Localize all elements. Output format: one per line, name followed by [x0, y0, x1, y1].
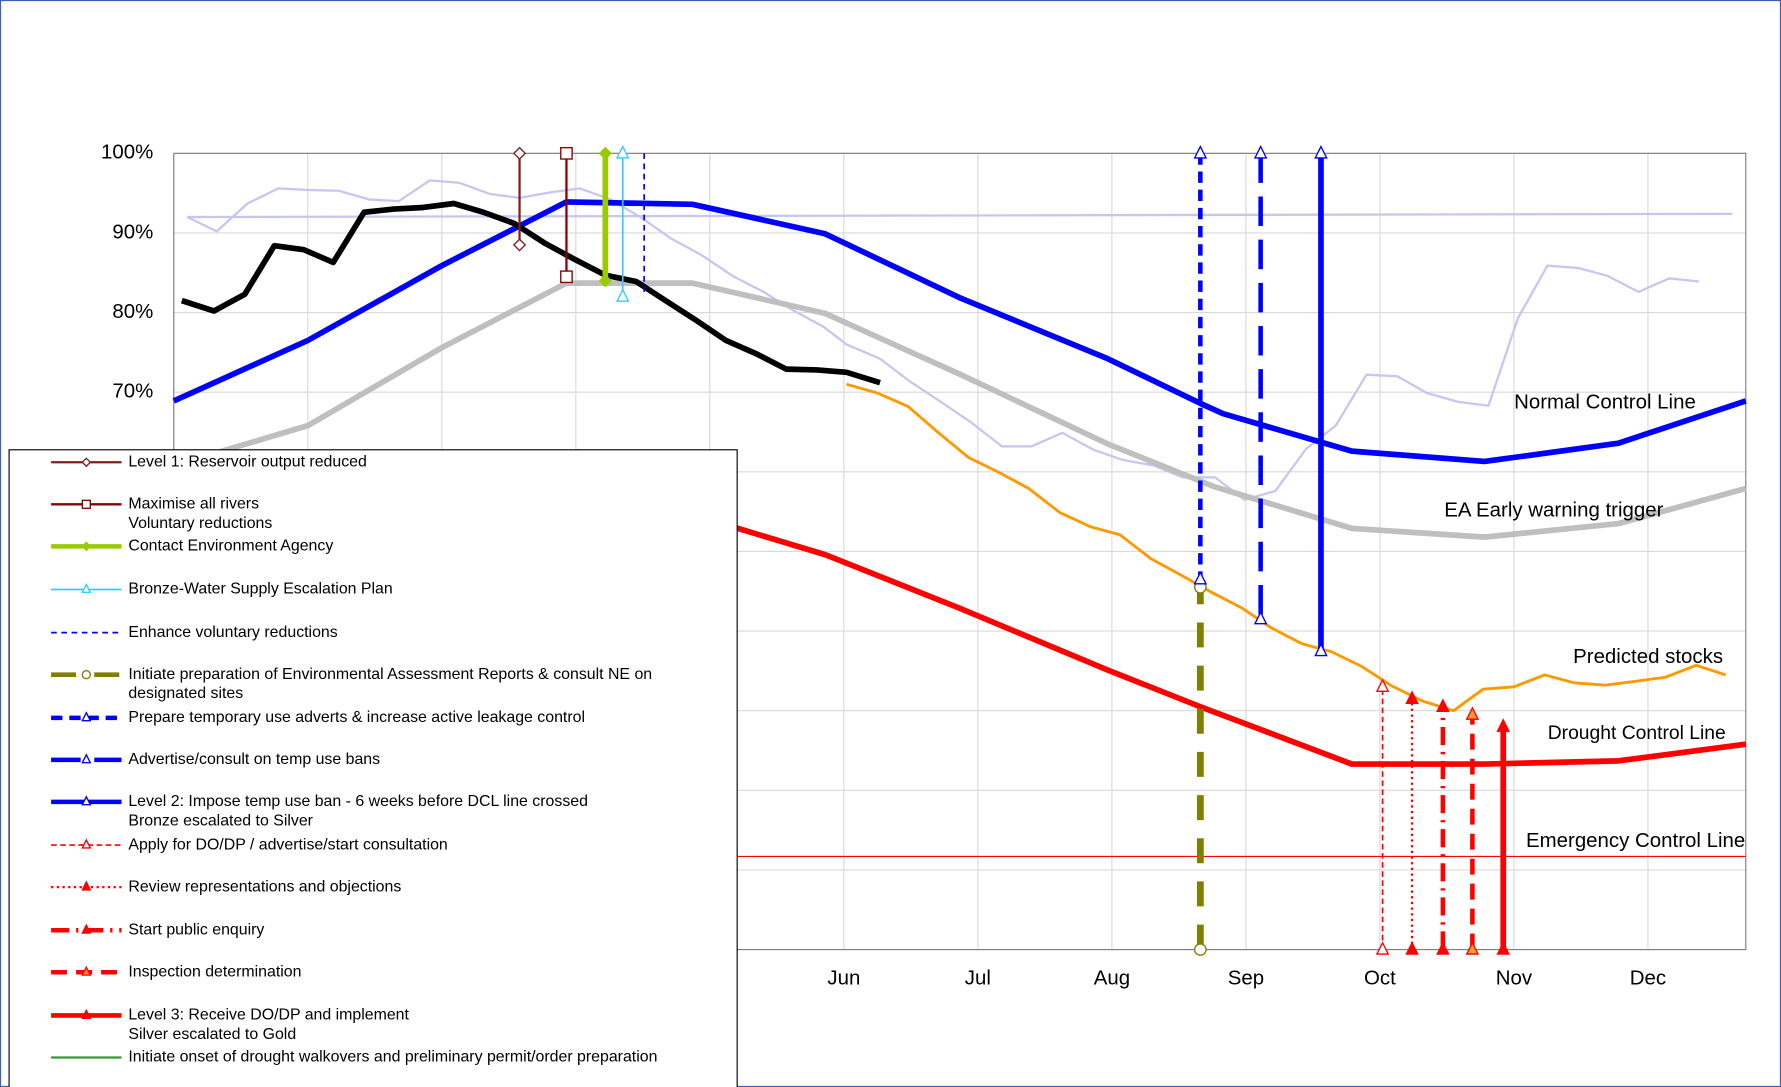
legend-label: Review representations and objections: [128, 878, 401, 895]
legend-label: Bronze escalated to Silver: [128, 812, 313, 829]
marker: [81, 670, 91, 680]
marker: [1405, 690, 1419, 704]
marker: [81, 795, 92, 806]
series-line: [180, 200, 881, 386]
series-line: [186, 179, 1700, 501]
series-line: [172, 199, 1747, 465]
series-line: [846, 382, 1727, 713]
triggers: [512, 144, 1511, 956]
legend-label: designated sites: [128, 685, 243, 702]
marker: [1496, 941, 1511, 955]
legend-label: Maximise all rivers: [128, 496, 259, 513]
x-tick-label: Sep: [1228, 967, 1264, 990]
marker: [1314, 144, 1328, 159]
marker: [1405, 941, 1419, 955]
marker: [81, 582, 92, 594]
legend-label: Voluntary reductions: [128, 515, 272, 532]
marker: [81, 541, 92, 552]
y-tick-label: 100%: [101, 141, 153, 164]
x-tick-label: Dec: [1630, 967, 1666, 990]
marker: [1436, 941, 1450, 955]
series-label: EA Early warning trigger: [1444, 499, 1663, 522]
legend-label: Prepare temporary use adverts & increase…: [128, 709, 585, 726]
marker: [81, 711, 92, 722]
y-tick-label: 90%: [112, 220, 153, 243]
marker: [81, 880, 92, 891]
marker: [81, 965, 92, 976]
marker: [81, 838, 92, 849]
marker: [81, 499, 91, 509]
legend-label: Enhance voluntary reductions: [128, 624, 337, 641]
legend-label: Bronze-Water Supply Escalation Plan: [128, 581, 392, 598]
legend-label: Initiate preparation of Environmental As…: [128, 666, 652, 683]
legend-label: Contact Environment Agency: [128, 538, 333, 555]
marker: [1253, 610, 1268, 625]
x-tick-label: Nov: [1496, 967, 1533, 990]
marker: [598, 274, 612, 288]
marker: [1193, 144, 1208, 159]
y-tick-label: 80%: [112, 300, 153, 323]
marker: [1253, 144, 1268, 159]
marker: [560, 270, 573, 284]
legend-label: Start public enquiry: [128, 921, 264, 938]
legend-label: Level 2: Impose temp use ban - 6 weeks b…: [128, 793, 588, 810]
x-tick-label: Aug: [1094, 967, 1130, 990]
legend-label: Apply for DO/DP / advertise/start consul…: [128, 836, 447, 853]
marker: [1375, 941, 1390, 955]
series-label: Normal Control Line: [1514, 391, 1696, 414]
marker: [1496, 718, 1511, 732]
legend-label: Advertise/consult on temp use bans: [128, 751, 380, 768]
marker: [81, 923, 92, 934]
marker: [512, 146, 527, 160]
marker: [1375, 678, 1390, 693]
marker: [1436, 698, 1450, 712]
x-tick-label: Jun: [827, 967, 860, 990]
legend-label: Silver escalated to Gold: [128, 1026, 296, 1043]
legend: Level 1: Reservoir output reduced Maximis…: [8, 449, 738, 1087]
marker: [1465, 941, 1480, 955]
series-label: Emergency Control Line: [1526, 829, 1745, 852]
marker: [560, 146, 573, 160]
legend-label: Level 3: Receive DO/DP and implement: [128, 1007, 409, 1024]
x-tick-label: Jul: [965, 967, 991, 990]
series-line: [172, 280, 1747, 540]
legend-label: Initiate onset of drought walkovers and …: [128, 1049, 657, 1066]
marker: [512, 238, 527, 252]
series-line: [187, 212, 1733, 219]
series-label: Predicted stocks: [1573, 645, 1723, 668]
marker: [1314, 642, 1328, 657]
legend-label: Inspection determination: [128, 963, 301, 980]
y-tick-label: 70%: [112, 380, 153, 403]
marker: [615, 288, 630, 302]
marker: [615, 144, 630, 159]
marker: [81, 1008, 92, 1019]
legend-label: Level 1: Reservoir output reduced: [128, 453, 366, 470]
marker: [81, 457, 92, 468]
marker: [598, 146, 612, 160]
series-label: Drought Control Line: [1548, 723, 1726, 744]
marker: [1193, 570, 1208, 585]
marker: [1465, 706, 1480, 720]
x-tick-label: Oct: [1364, 967, 1396, 990]
legend-box: [8, 449, 738, 1087]
marker: [81, 753, 92, 764]
marker: [1193, 943, 1207, 956]
